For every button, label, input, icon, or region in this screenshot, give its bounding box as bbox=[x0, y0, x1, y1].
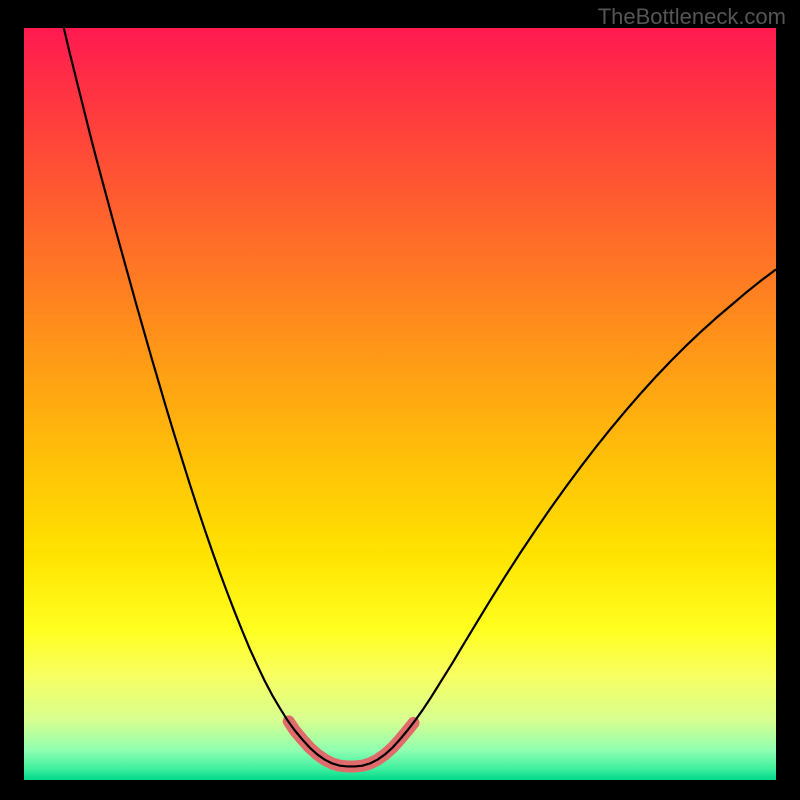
gradient-plot-svg bbox=[24, 28, 776, 780]
chart-canvas: TheBottleneck.com bbox=[0, 0, 800, 800]
watermark-text: TheBottleneck.com bbox=[598, 4, 786, 30]
